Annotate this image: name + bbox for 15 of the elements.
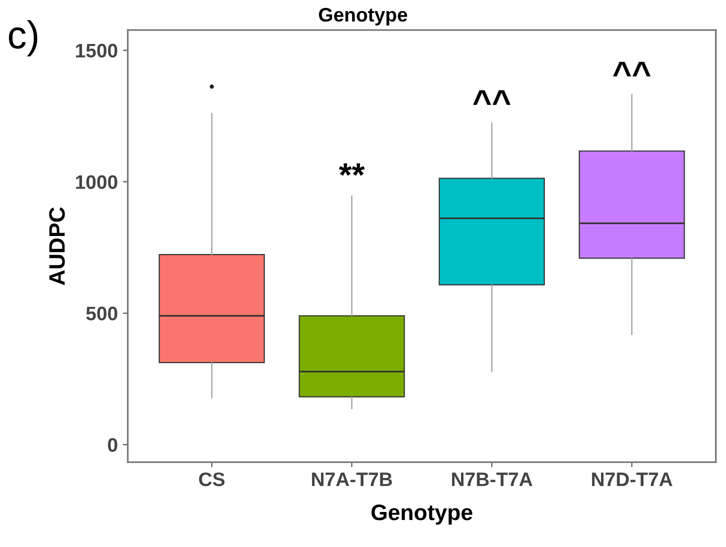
x-tick-label: N7A-T7B xyxy=(312,472,392,486)
text: c) xyxy=(8,20,38,56)
y-tick-label: 500 xyxy=(86,306,118,320)
y-axis-title: AUDPC xyxy=(49,207,65,286)
x-tick-label: N7B-T7A xyxy=(452,472,532,486)
chart-title: Genotype xyxy=(318,8,408,26)
y-tick-label: 1500 xyxy=(76,44,118,58)
annotation: ^^ xyxy=(613,62,651,76)
x-tick-label: N7D-T7A xyxy=(592,472,672,486)
annotation: ^^ xyxy=(473,90,511,105)
x-tick-label: CS xyxy=(199,472,225,486)
y-tick-label: 1000 xyxy=(76,175,118,189)
x-axis-title: Genotype xyxy=(371,504,472,525)
y-tick-label: 0 xyxy=(108,438,118,452)
annotation: ** xyxy=(338,163,365,176)
